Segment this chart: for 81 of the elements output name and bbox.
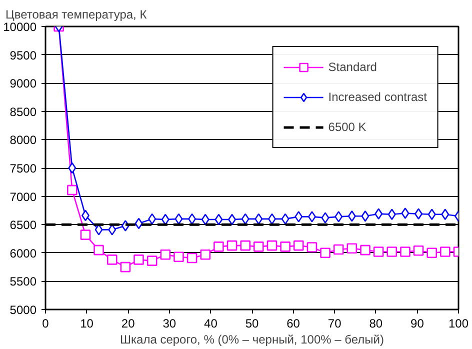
point [321, 212, 330, 224]
y-tick-label: 7500 [10, 162, 37, 176]
point [348, 210, 356, 222]
y-tick-label: 6000 [10, 246, 37, 260]
point [361, 210, 370, 222]
point [120, 262, 131, 272]
y-tick-label: 7000 [10, 190, 37, 204]
point [146, 256, 158, 266]
point [280, 242, 290, 252]
point [428, 208, 436, 220]
point [401, 208, 410, 219]
point [414, 208, 423, 220]
y-tick-label: 10000 [3, 20, 37, 34]
x-tick-label: 60 [286, 316, 300, 330]
point [201, 214, 210, 226]
point [66, 184, 78, 196]
point [306, 242, 318, 252]
point [320, 248, 330, 258]
point [294, 211, 303, 222]
x-axis-title: Шкала серого, % (0% – черный, 100% – белый) [120, 332, 384, 346]
point [188, 213, 196, 225]
legend-label: Increased contrast [328, 90, 427, 104]
point [214, 214, 223, 226]
legend-label: Standard [328, 60, 377, 74]
point [254, 213, 263, 225]
point [81, 210, 90, 222]
y-tick-label: 8500 [10, 104, 37, 119]
point [334, 211, 343, 222]
x-tick-label: 0 [42, 316, 50, 330]
point [333, 244, 344, 255]
point [254, 242, 264, 252]
point [94, 244, 104, 256]
point [293, 240, 304, 251]
x-tick-label: 80 [369, 316, 383, 330]
point [134, 254, 144, 265]
x-tick-label: 100 [448, 316, 469, 330]
legend-label: 6500 K [328, 120, 366, 134]
x-tick-label: 40 [204, 316, 218, 330]
point [200, 249, 211, 260]
point [400, 246, 410, 257]
point [186, 252, 198, 264]
point [214, 242, 224, 252]
y-tick-label: 6500 [10, 218, 37, 232]
point [374, 208, 383, 220]
point [174, 252, 184, 262]
y-axis-title: Цветовая температура, К [6, 8, 147, 22]
x-tick-label: 50 [245, 316, 259, 330]
point [108, 224, 116, 236]
point [360, 244, 370, 256]
y-tick-label: 5500 [10, 274, 37, 289]
y-tick-label: 8000 [10, 133, 37, 148]
point [174, 213, 183, 225]
point [440, 246, 450, 257]
point [346, 243, 358, 254]
point [106, 254, 118, 265]
x-tick-label: 90 [410, 316, 424, 330]
point [80, 230, 91, 240]
point [134, 218, 143, 230]
point [373, 246, 384, 257]
x-tick-label: 70 [328, 316, 342, 330]
x-tick-label: 20 [121, 316, 136, 330]
point [94, 224, 103, 236]
point [148, 213, 156, 225]
point [413, 245, 424, 256]
point [426, 248, 438, 258]
x-tick-label: 30 [162, 316, 176, 330]
point [441, 208, 450, 220]
point [240, 240, 250, 251]
point [226, 240, 238, 251]
point [388, 208, 396, 220]
y-tick-label: 9500 [10, 48, 37, 62]
y-tick-label: 5000 [10, 303, 37, 317]
point [160, 249, 171, 260]
point [308, 211, 316, 222]
point [281, 213, 290, 225]
point [266, 240, 278, 251]
point [241, 213, 250, 225]
x-tick-label: 10 [80, 316, 94, 330]
y-tick-label: 9000 [10, 76, 37, 91]
point [68, 162, 76, 174]
point [386, 246, 398, 257]
